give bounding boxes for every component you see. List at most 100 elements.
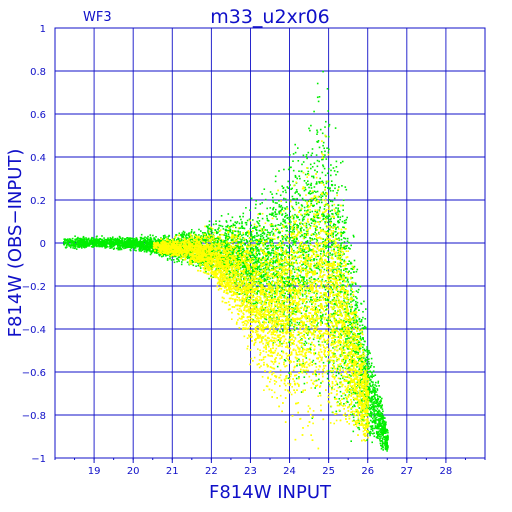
data-point [326, 304, 329, 307]
data-point [362, 353, 365, 355]
data-point [368, 363, 370, 365]
data-point [230, 239, 233, 241]
data-point [331, 213, 333, 215]
data-point [281, 223, 284, 226]
data-point [263, 264, 265, 266]
data-point [289, 228, 292, 230]
data-point [85, 237, 87, 239]
data-point [200, 242, 202, 244]
data-point [207, 255, 209, 257]
data-point [309, 259, 312, 262]
data-point [333, 330, 336, 333]
data-point [343, 299, 345, 302]
data-point [205, 251, 207, 253]
data-point [303, 189, 306, 192]
data-point [192, 264, 195, 267]
data-point [187, 257, 189, 260]
data-point [263, 188, 266, 190]
data-point [299, 289, 301, 292]
data-point [268, 213, 271, 216]
data-point [339, 354, 342, 356]
data-point [73, 247, 76, 250]
data-point [275, 246, 278, 249]
data-point [79, 239, 81, 241]
data-point [307, 253, 310, 256]
data-point [339, 261, 342, 264]
data-point [305, 295, 308, 297]
data-point [386, 428, 388, 431]
data-point [152, 250, 154, 253]
data-point [230, 254, 232, 257]
data-point [339, 257, 342, 259]
data-point [385, 438, 387, 440]
data-point [301, 197, 304, 200]
data-point [327, 135, 330, 138]
data-point [150, 243, 152, 246]
data-point [234, 230, 237, 233]
data-point [320, 181, 322, 183]
data-point [366, 346, 368, 348]
data-point [140, 233, 143, 236]
data-point [142, 248, 144, 251]
data-point [200, 230, 202, 232]
data-point [82, 236, 85, 239]
data-point [348, 391, 351, 393]
data-point [306, 281, 309, 284]
data-point [157, 238, 159, 240]
data-point [99, 238, 101, 240]
data-point [267, 267, 270, 269]
data-point [380, 399, 382, 401]
data-point [228, 244, 231, 246]
data-point [292, 198, 294, 200]
data-point [373, 389, 375, 391]
data-point [309, 348, 312, 351]
data-point [340, 395, 343, 397]
data-point [376, 410, 379, 413]
data-point [298, 218, 301, 221]
data-point [279, 330, 281, 333]
data-point [263, 277, 266, 280]
data-point [331, 243, 333, 246]
data-point [250, 197, 253, 200]
data-point [370, 410, 372, 413]
data-point [313, 238, 316, 240]
data-point [272, 252, 274, 254]
data-point [195, 265, 197, 267]
data-point [202, 236, 205, 238]
data-point [167, 254, 169, 256]
data-point [316, 131, 319, 133]
data-point [370, 392, 373, 394]
data-point [347, 382, 349, 384]
data-point [272, 232, 275, 235]
data-point [385, 432, 387, 434]
data-point [291, 297, 294, 299]
data-point [88, 245, 91, 247]
data-point [301, 284, 304, 286]
data-point [378, 422, 380, 424]
data-point [373, 366, 375, 368]
data-point [348, 260, 350, 262]
data-point [334, 187, 336, 190]
data-point [349, 293, 352, 296]
data-point [253, 262, 255, 265]
data-point [226, 273, 228, 275]
data-point [326, 298, 329, 301]
data-point [187, 234, 190, 237]
data-point [177, 237, 180, 240]
data-point [242, 273, 244, 276]
data-point [119, 244, 121, 246]
data-point [311, 148, 314, 150]
data-point [67, 240, 69, 243]
data-point [294, 198, 296, 200]
data-point [334, 212, 337, 214]
data-point [122, 240, 124, 243]
data-point [320, 196, 322, 199]
data-point [305, 357, 308, 359]
data-point [294, 151, 297, 154]
data-point [313, 258, 316, 260]
data-point [349, 388, 351, 390]
data-point [250, 288, 253, 290]
data-point [99, 245, 101, 248]
data-point [369, 430, 372, 433]
data-point [290, 245, 293, 248]
